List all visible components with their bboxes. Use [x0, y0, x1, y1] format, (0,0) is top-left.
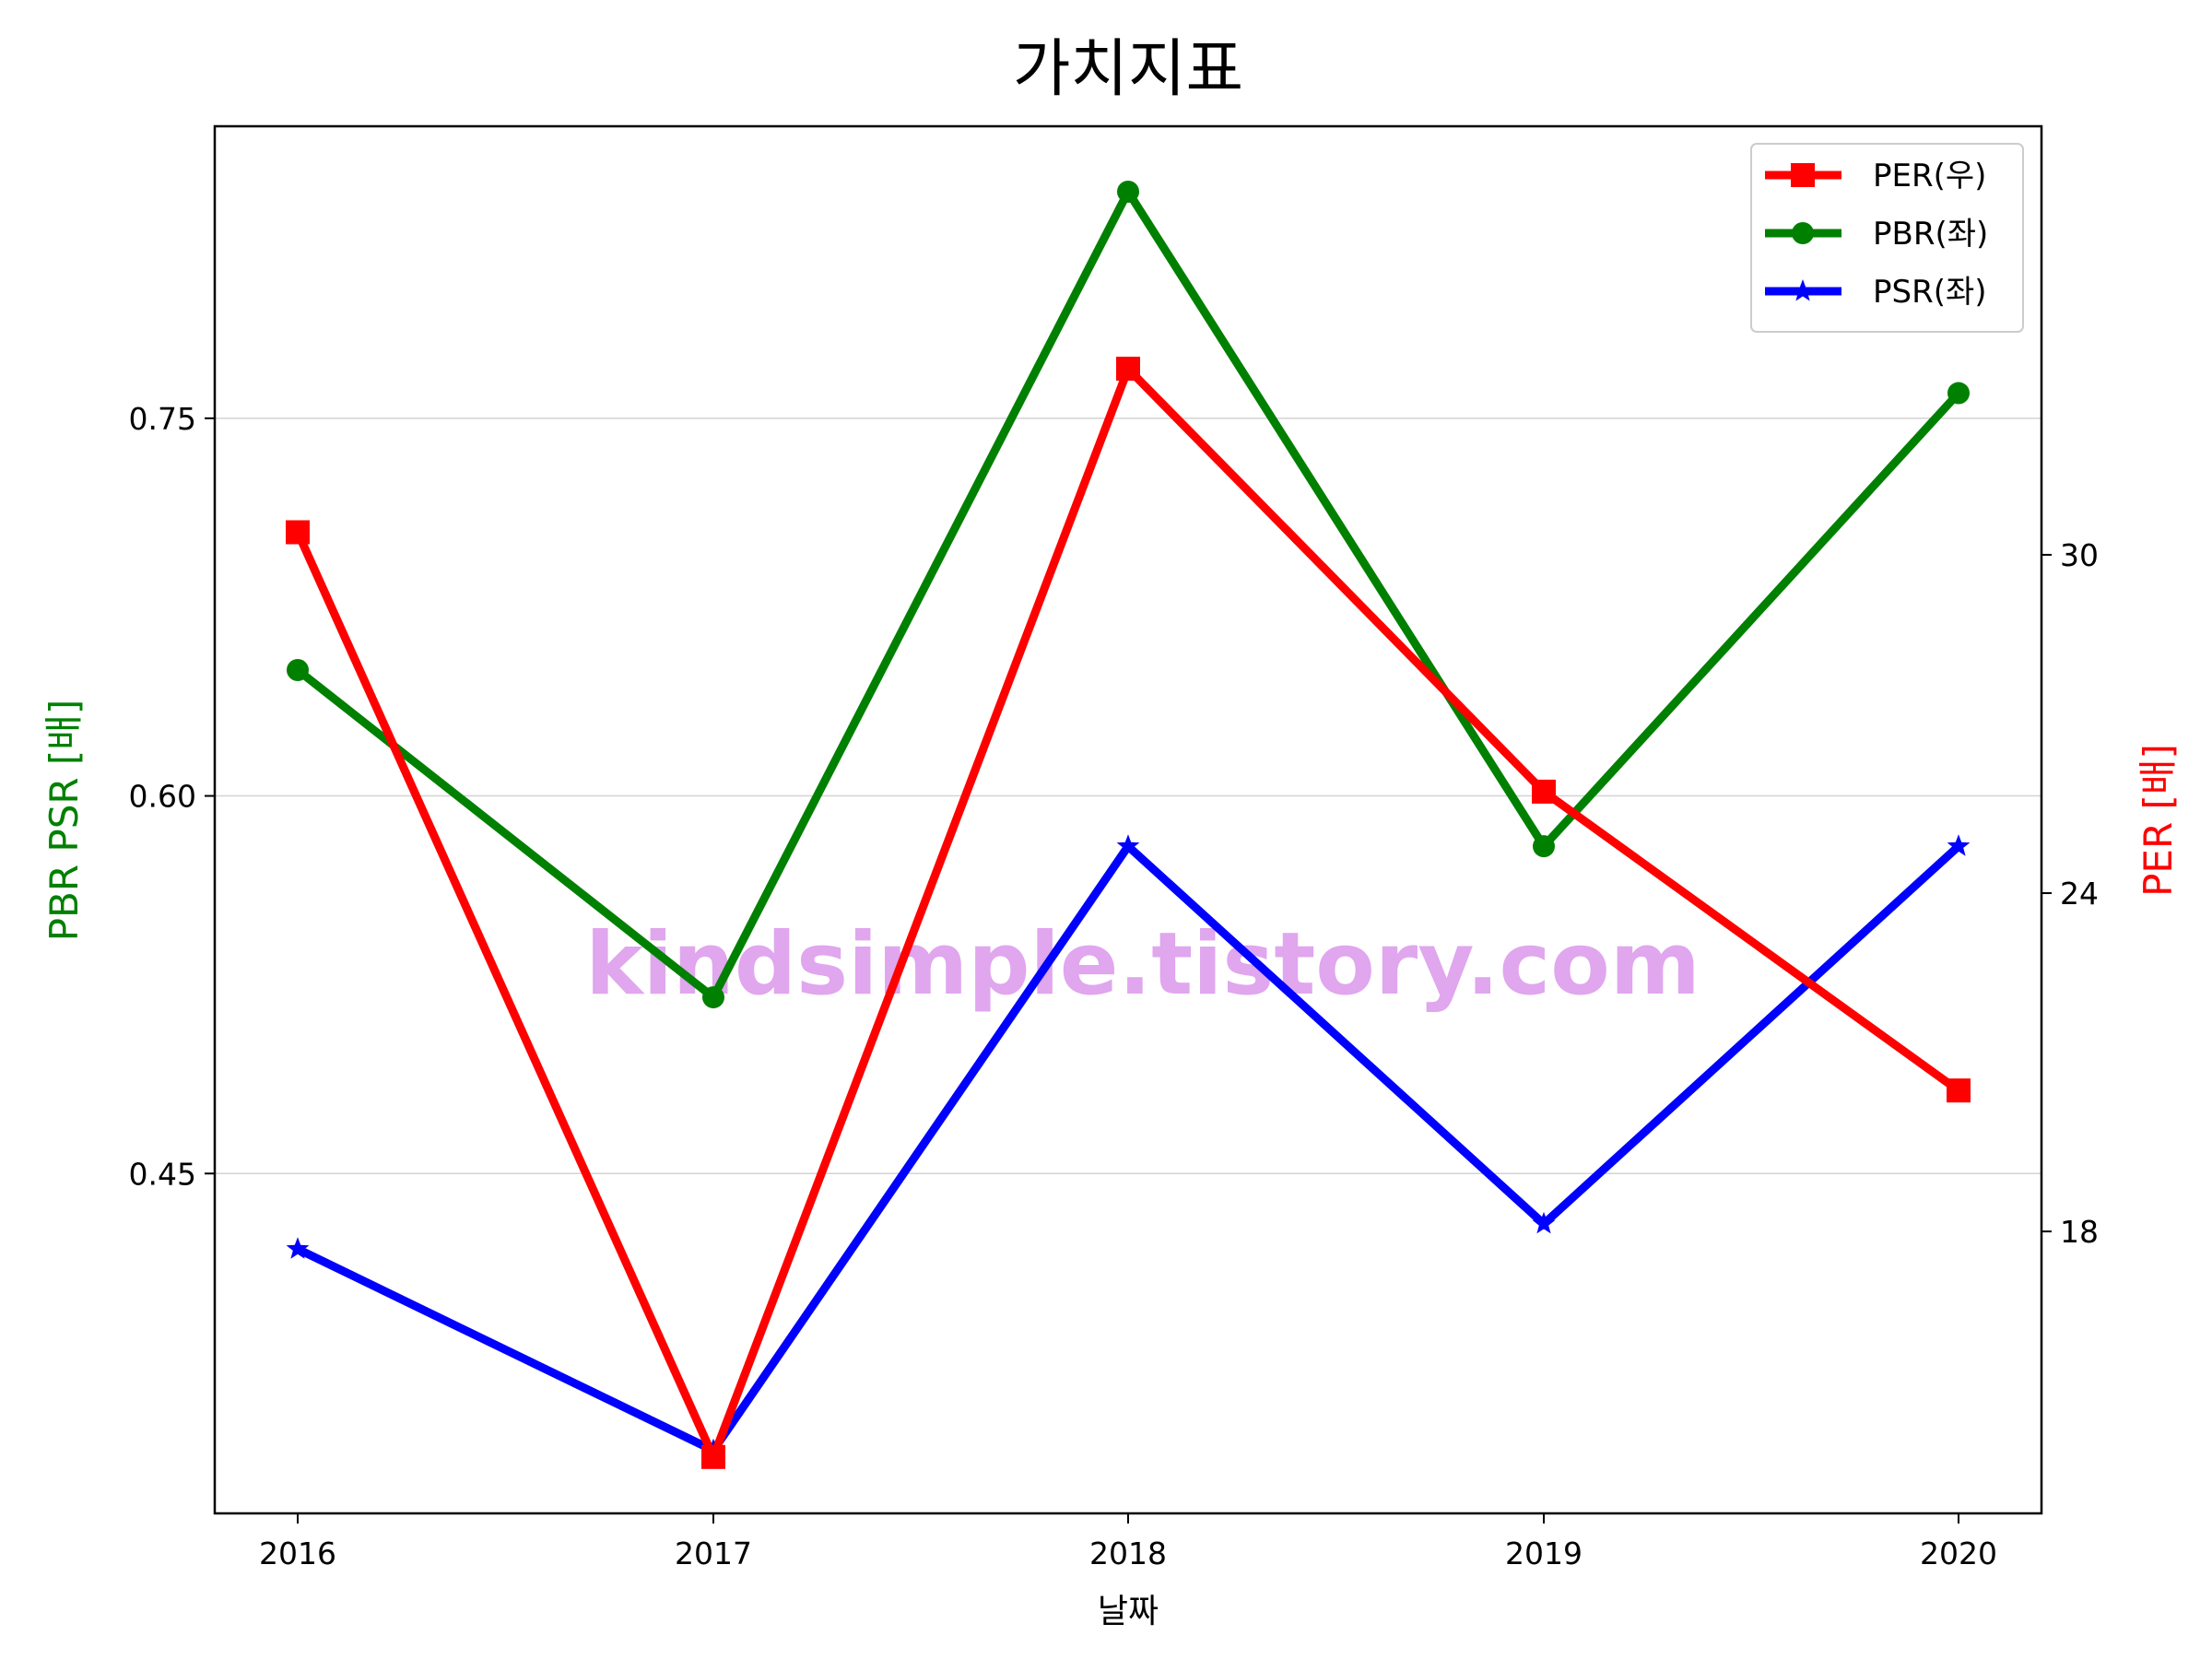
legend: PER(우) PBR(좌) PSR(좌) — [1750, 143, 2024, 333]
legend-per-marker — [1791, 163, 1815, 187]
per-point — [1947, 1078, 1971, 1103]
left-tick-label: 0.75 — [129, 401, 196, 437]
watermark: kindsimple.tistory.com — [585, 914, 1700, 1015]
per-line — [293, 360, 1961, 1468]
pbr-point — [1117, 181, 1139, 204]
pbr-series — [287, 181, 1970, 1009]
pbr-line — [295, 182, 1962, 1005]
left-axis-ticks: 0.45 0.60 0.75 — [129, 401, 215, 1192]
legend-pbr-marker — [1792, 222, 1814, 244]
per-point — [1532, 779, 1556, 804]
left-axis-label: PBR PSR [배] — [41, 700, 87, 942]
pbr-point — [1533, 835, 1555, 858]
left-tick-label: 0.45 — [129, 1156, 196, 1192]
legend-box — [1750, 143, 2024, 333]
per-series — [286, 357, 1971, 1469]
x-tick-label: 2019 — [1505, 1535, 1583, 1571]
x-axis-ticks: 2016 2017 2018 2019 2020 — [259, 1513, 1997, 1571]
pbr-point — [1947, 382, 1970, 405]
right-axis-label: PER [배] — [2136, 744, 2181, 897]
per-point — [1116, 357, 1140, 382]
x-axis-label: 날짜 — [1098, 1593, 1159, 1630]
pbr-point — [702, 986, 724, 1009]
left-tick-label: 0.60 — [129, 779, 196, 815]
x-tick-label: 2016 — [259, 1535, 336, 1571]
x-tick-label: 2020 — [1920, 1535, 1997, 1571]
right-tick-label: 30 — [2060, 537, 2099, 573]
chart-title: 가치지표 — [1013, 33, 1243, 106]
plot-area-frame — [213, 124, 2043, 1515]
series-layer — [286, 181, 1971, 1469]
psr-point — [1532, 1211, 1556, 1234]
pbr-point — [287, 658, 309, 681]
right-tick-label: 24 — [2060, 876, 2099, 912]
right-tick-label: 18 — [2060, 1214, 2099, 1250]
x-tick-label: 2018 — [1089, 1535, 1167, 1571]
gridlines — [215, 418, 2041, 1175]
legend-pbr-label: PBR(좌) — [1873, 216, 1988, 253]
psr-point — [286, 1237, 310, 1259]
psr-point — [1947, 834, 1971, 856]
per-point — [286, 520, 310, 545]
x-tick-label: 2017 — [675, 1535, 752, 1571]
per-point — [701, 1444, 725, 1469]
psr-point — [1116, 834, 1140, 856]
right-axis-ticks: 18 24 30 — [2041, 537, 2099, 1250]
legend-psr-marker — [1791, 279, 1815, 301]
legend-per-label: PER(우) — [1873, 158, 1986, 194]
legend-psr-label: PSR(좌) — [1873, 274, 1987, 311]
